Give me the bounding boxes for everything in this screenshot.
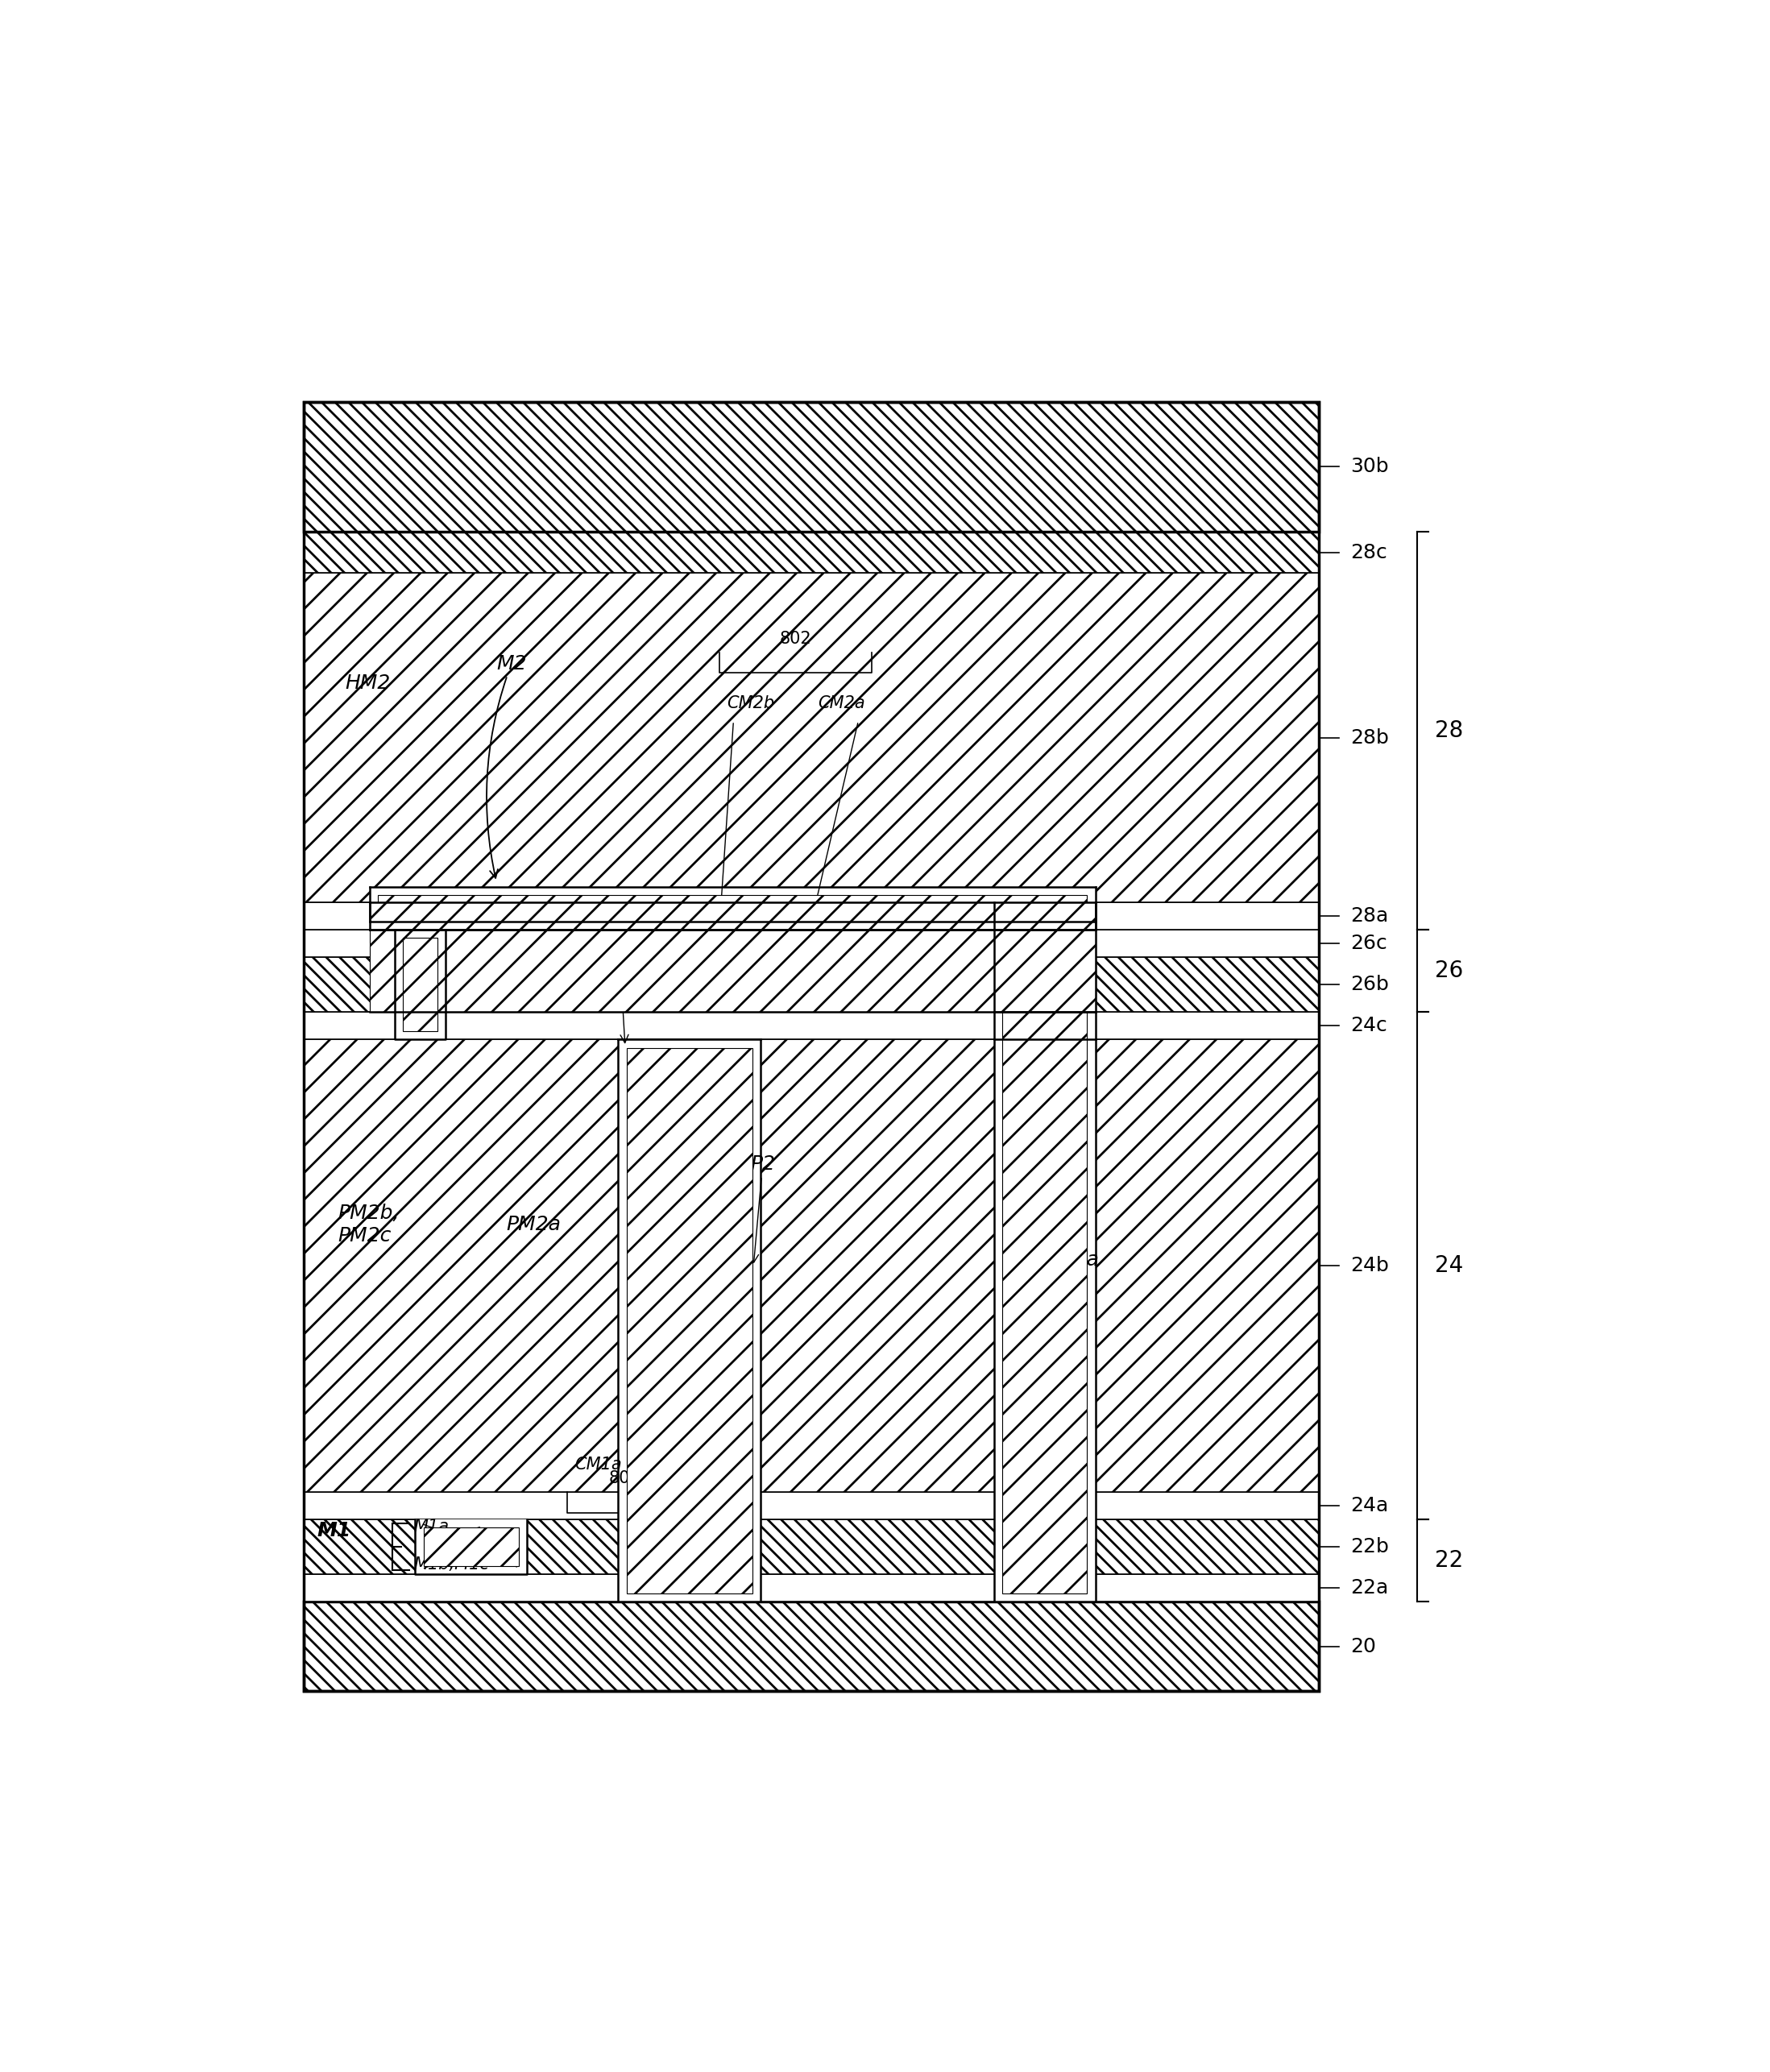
- Bar: [1002, 910, 1087, 1593]
- Bar: [304, 1602, 1319, 1691]
- Text: 26c: 26c: [1351, 934, 1388, 953]
- Bar: [304, 1011, 1319, 1040]
- Text: CM1b: CM1b: [655, 1457, 703, 1473]
- Text: M1a: M1a: [414, 1519, 450, 1535]
- Text: P2: P2: [750, 1154, 775, 1262]
- Bar: [304, 574, 1319, 901]
- Text: 22: 22: [1435, 1550, 1464, 1573]
- Bar: [304, 901, 1319, 930]
- Text: PM2a: PM2a: [1009, 1251, 1099, 1270]
- Bar: [993, 901, 1096, 1602]
- Text: CM2b: CM2b: [727, 694, 773, 711]
- Bar: [304, 402, 1319, 533]
- Text: 801: 801: [609, 1471, 641, 1486]
- Bar: [304, 957, 1319, 1011]
- Text: 26b: 26b: [1351, 976, 1389, 995]
- Bar: [404, 939, 437, 1032]
- Text: 20: 20: [1351, 1637, 1375, 1656]
- Text: C2: C2: [609, 976, 635, 1042]
- Text: 28b: 28b: [1351, 727, 1389, 748]
- Text: 24b: 24b: [1351, 1256, 1389, 1276]
- Text: 802: 802: [781, 630, 812, 646]
- Text: CM2a: CM2a: [818, 694, 866, 711]
- Bar: [423, 1527, 519, 1566]
- Text: M2: M2: [487, 655, 527, 879]
- Text: CM1a: CM1a: [573, 1457, 621, 1473]
- Text: 24a: 24a: [1351, 1496, 1388, 1515]
- Bar: [304, 1040, 1319, 1492]
- Bar: [304, 402, 1319, 1691]
- Bar: [304, 1575, 1319, 1602]
- Bar: [304, 533, 1319, 574]
- Text: 26: 26: [1435, 959, 1464, 982]
- Bar: [304, 930, 1319, 957]
- Text: 22b: 22b: [1351, 1537, 1389, 1556]
- Bar: [370, 901, 1096, 930]
- Text: PM2a: PM2a: [506, 1214, 561, 1235]
- Bar: [304, 1492, 1319, 1519]
- Text: 30b: 30b: [1351, 458, 1389, 477]
- Text: 24c: 24c: [1351, 1015, 1388, 1036]
- Bar: [370, 901, 1096, 930]
- Bar: [370, 930, 1096, 1011]
- Text: M1b,M1c: M1b,M1c: [414, 1556, 489, 1573]
- Bar: [304, 1519, 1319, 1575]
- Text: PM2b,
PM2c: PM2b, PM2c: [338, 1204, 400, 1245]
- Text: 28a: 28a: [1351, 905, 1388, 926]
- Text: M1: M1: [317, 1521, 350, 1539]
- Bar: [377, 895, 1087, 914]
- Text: HM2: HM2: [345, 673, 389, 692]
- Text: 22a: 22a: [1351, 1579, 1388, 1598]
- Bar: [618, 1040, 761, 1602]
- Bar: [395, 930, 446, 1040]
- Bar: [627, 1048, 752, 1593]
- Text: 28c: 28c: [1351, 543, 1388, 562]
- Bar: [370, 887, 1096, 922]
- Bar: [370, 930, 1096, 1011]
- Bar: [416, 1519, 527, 1575]
- Text: 24: 24: [1435, 1254, 1464, 1276]
- Text: 28: 28: [1435, 719, 1464, 742]
